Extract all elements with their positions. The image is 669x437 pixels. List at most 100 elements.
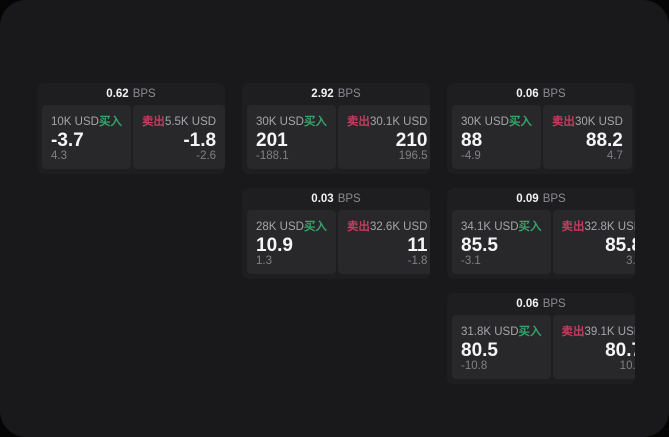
sell-panel[interactable]: 卖出 39.1K USD 80.7 10.2: [552, 315, 635, 379]
buy-amount: 28K USD: [256, 221, 304, 233]
sell-amount: 30.1K USD: [369, 116, 428, 128]
quote-panels: 30K USD 买入 201 -188.1 卖出 30.1K USD 210 1…: [247, 105, 430, 169]
bps-value: 0.62: [106, 88, 129, 100]
card-header: 0.09 BPS: [452, 188, 630, 210]
buy-delta: -3.1: [461, 255, 481, 267]
sell-price: 11: [407, 234, 428, 256]
sell-delta: -1.8: [407, 255, 428, 267]
sell-panel-header: 卖出 39.1K USD: [562, 323, 635, 339]
sell-tag: 卖出: [561, 326, 585, 338]
card-header: 0.06 BPS: [452, 83, 630, 105]
card-header: 0.03 BPS: [247, 188, 425, 210]
quote-card-1: 0.62 BPS 10K USD 买入 -3.7 4.3 卖出 5.5K USD: [37, 83, 225, 174]
sell-panel[interactable]: 卖出 32.6K USD 11 -1.8: [337, 210, 430, 274]
bps-value: 0.03: [311, 193, 334, 205]
sell-panel-header: 卖出 32.6K USD: [347, 218, 428, 234]
quote-panels: 30K USD 买入 88 -4.9 卖出 30K USD 88.2 4.7: [452, 105, 632, 169]
sell-amount: 5.5K USD: [164, 116, 217, 128]
sell-tag: 卖出: [551, 116, 575, 128]
sell-price: -1.8: [183, 129, 217, 151]
sell-panel[interactable]: 卖出 5.5K USD -1.8 -2.6: [132, 105, 225, 169]
buy-price: 88: [461, 129, 483, 151]
quote-card-2: 2.92 BPS 30K USD 买入 201 -188.1 卖出 30.1K …: [242, 83, 430, 174]
quote-card-5: 0.09 BPS 34.1K USD 买入 85.5 -3.1 卖出 32.8K…: [447, 188, 635, 279]
sell-panel-header: 卖出 30K USD: [552, 113, 623, 129]
bps-unit-label: BPS: [542, 88, 566, 100]
buy-panel[interactable]: 28K USD 买入 10.9 1.3: [247, 210, 336, 274]
sell-delta: 4.7: [606, 150, 623, 162]
quote-panels: 34.1K USD 买入 85.5 -3.1 卖出 32.8K USD 85.8…: [452, 210, 635, 274]
buy-amount: 30K USD: [461, 116, 509, 128]
sell-tag: 卖出: [346, 116, 370, 128]
sell-panel-header: 卖出 32.8K USD: [562, 218, 635, 234]
buy-delta: -10.8: [461, 360, 488, 372]
buy-price: 85.5: [461, 234, 498, 256]
buy-amount: 34.1K USD: [461, 221, 519, 233]
sell-panel[interactable]: 卖出 32.8K USD 85.8 3.0: [552, 210, 635, 274]
bps-value: 0.06: [516, 88, 539, 100]
card-header: 0.06 BPS: [452, 293, 630, 315]
buy-tag: 买入: [98, 116, 122, 128]
card-header: 0.62 BPS: [42, 83, 220, 105]
buy-tag: 买入: [303, 221, 327, 233]
buy-delta: 1.3: [256, 255, 272, 267]
sell-price: 85.8: [605, 234, 635, 256]
buy-panel[interactable]: 30K USD 买入 88 -4.9: [452, 105, 541, 169]
buy-panel-header: 30K USD 买入: [256, 113, 327, 129]
quote-panels: 28K USD 买入 10.9 1.3 卖出 32.6K USD 11 -1.8: [247, 210, 430, 274]
sell-delta: 3.0: [626, 255, 635, 267]
quote-card-6: 0.06 BPS 31.8K USD 买入 80.5 -10.8 卖出 39.1…: [447, 293, 635, 384]
sell-price: 88.2: [585, 129, 623, 151]
quote-panels: 31.8K USD 买入 80.5 -10.8 卖出 39.1K USD 80.…: [452, 315, 635, 379]
sell-tag: 卖出: [346, 221, 370, 233]
sell-panel[interactable]: 卖出 30K USD 88.2 4.7: [542, 105, 632, 169]
bps-unit-label: BPS: [132, 88, 156, 100]
sell-panel[interactable]: 卖出 30.1K USD 210 196.5: [337, 105, 430, 169]
sell-delta: -2.6: [196, 150, 217, 162]
card-header: 2.92 BPS: [247, 83, 425, 105]
buy-amount: 10K USD: [51, 116, 99, 128]
buy-tag: 买入: [518, 221, 542, 233]
sell-panel-header: 卖出 30.1K USD: [347, 113, 428, 129]
buy-price: 10.9: [256, 234, 293, 256]
buy-panel-header: 31.8K USD 买入: [461, 323, 542, 339]
sell-amount: 39.1K USD: [584, 326, 635, 338]
bps-unit-label: BPS: [542, 193, 566, 205]
quote-cards-grid: 0.62 BPS 10K USD 买入 -3.7 4.3 卖出 5.5K USD: [37, 83, 635, 384]
buy-amount: 30K USD: [256, 116, 304, 128]
bps-unit-label: BPS: [337, 193, 361, 205]
buy-panel-header: 30K USD 买入: [461, 113, 532, 129]
buy-tag: 买入: [303, 116, 327, 128]
buy-delta: -188.1: [256, 150, 289, 162]
sell-amount: 32.6K USD: [369, 221, 428, 233]
sell-tag: 卖出: [561, 221, 585, 233]
buy-panel-header: 28K USD 买入: [256, 218, 327, 234]
buy-panel[interactable]: 10K USD 买入 -3.7 4.3: [42, 105, 131, 169]
sell-amount: 32.8K USD: [584, 221, 635, 233]
sell-amount: 30K USD: [574, 116, 623, 128]
buy-delta: 4.3: [51, 150, 67, 162]
quote-panels: 10K USD 买入 -3.7 4.3 卖出 5.5K USD -1.8 -2.…: [42, 105, 225, 169]
buy-panel[interactable]: 31.8K USD 买入 80.5 -10.8: [452, 315, 551, 379]
buy-panel[interactable]: 34.1K USD 买入 85.5 -3.1: [452, 210, 551, 274]
bps-value: 0.06: [516, 298, 539, 310]
sell-price: 210: [395, 129, 428, 151]
quote-card-3: 0.06 BPS 30K USD 买入 88 -4.9 卖出 30K USD: [447, 83, 635, 174]
buy-panel-header: 34.1K USD 买入: [461, 218, 542, 234]
buy-tag: 买入: [508, 116, 532, 128]
buy-price: -3.7: [51, 129, 84, 151]
buy-price: 201: [256, 129, 288, 151]
buy-price: 80.5: [461, 339, 498, 361]
bps-value: 2.92: [311, 88, 334, 100]
sell-delta: 10.2: [619, 360, 635, 372]
sell-tag: 卖出: [141, 116, 165, 128]
buy-panel[interactable]: 30K USD 买入 201 -188.1: [247, 105, 336, 169]
buy-delta: -4.9: [461, 150, 481, 162]
sell-panel-header: 卖出 5.5K USD: [142, 113, 216, 129]
bps-unit-label: BPS: [542, 298, 566, 310]
bps-value: 0.09: [516, 193, 539, 205]
bps-unit-label: BPS: [337, 88, 361, 100]
quote-card-4: 0.03 BPS 28K USD 买入 10.9 1.3 卖出 32.6K US…: [242, 188, 430, 279]
buy-tag: 买入: [518, 326, 542, 338]
